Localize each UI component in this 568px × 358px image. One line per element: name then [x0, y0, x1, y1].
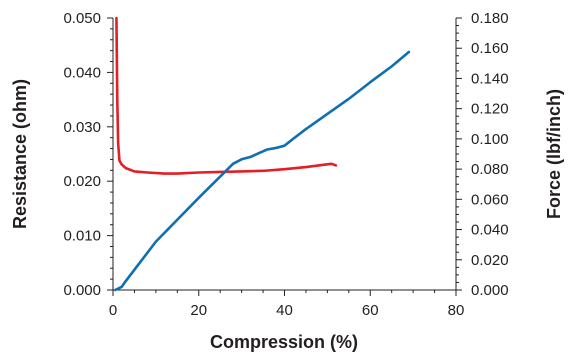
right-y-tick-label: 0.020: [471, 252, 509, 269]
x-tick-label: 20: [190, 302, 207, 319]
tick-labels: 0 20 40 60 80 0.000 0.010 0.020 0.030 0.040 0.050 0…: [63, 10, 508, 319]
right-y-tick-label: 0.120: [471, 101, 509, 118]
right-y-tick-label: 0.040: [471, 222, 509, 239]
ticks: [107, 17, 462, 296]
x-tick-label: 40: [276, 302, 293, 319]
right-y-tick-label: 0.080: [471, 161, 509, 178]
x-tick-label: 80: [448, 302, 465, 319]
left-y-tick-label: 0.030: [63, 119, 101, 136]
axes: [112, 18, 457, 291]
right-y-tick-label: 0.100: [471, 131, 509, 148]
left-y-tick-label: 0.020: [63, 173, 101, 190]
force-series-line: [113, 50, 411, 292]
left-y-tick-label: 0.000: [63, 282, 101, 299]
left-y-tick-label: 0.010: [63, 228, 101, 245]
left-y-tick-label: 0.040: [63, 64, 101, 81]
right-y-axis-title: Force (lbf/inch): [544, 89, 564, 219]
left-y-tick-label: 0.050: [63, 10, 101, 27]
right-y-tick-label: 0.060: [471, 191, 509, 208]
right-y-tick-label: 0.160: [471, 40, 509, 57]
x-tick-label: 0: [109, 302, 117, 319]
left-y-axis-title: Resistance (ohm): [10, 79, 30, 229]
right-y-tick-label: 0.000: [471, 282, 509, 299]
resistance-series-line: [115, 16, 338, 175]
right-y-tick-label: 0.140: [471, 70, 509, 87]
x-axis-title: Compression (%): [210, 332, 358, 352]
series-group: [113, 16, 411, 292]
x-tick-label: 60: [362, 302, 379, 319]
right-y-tick-label: 0.180: [471, 10, 509, 27]
